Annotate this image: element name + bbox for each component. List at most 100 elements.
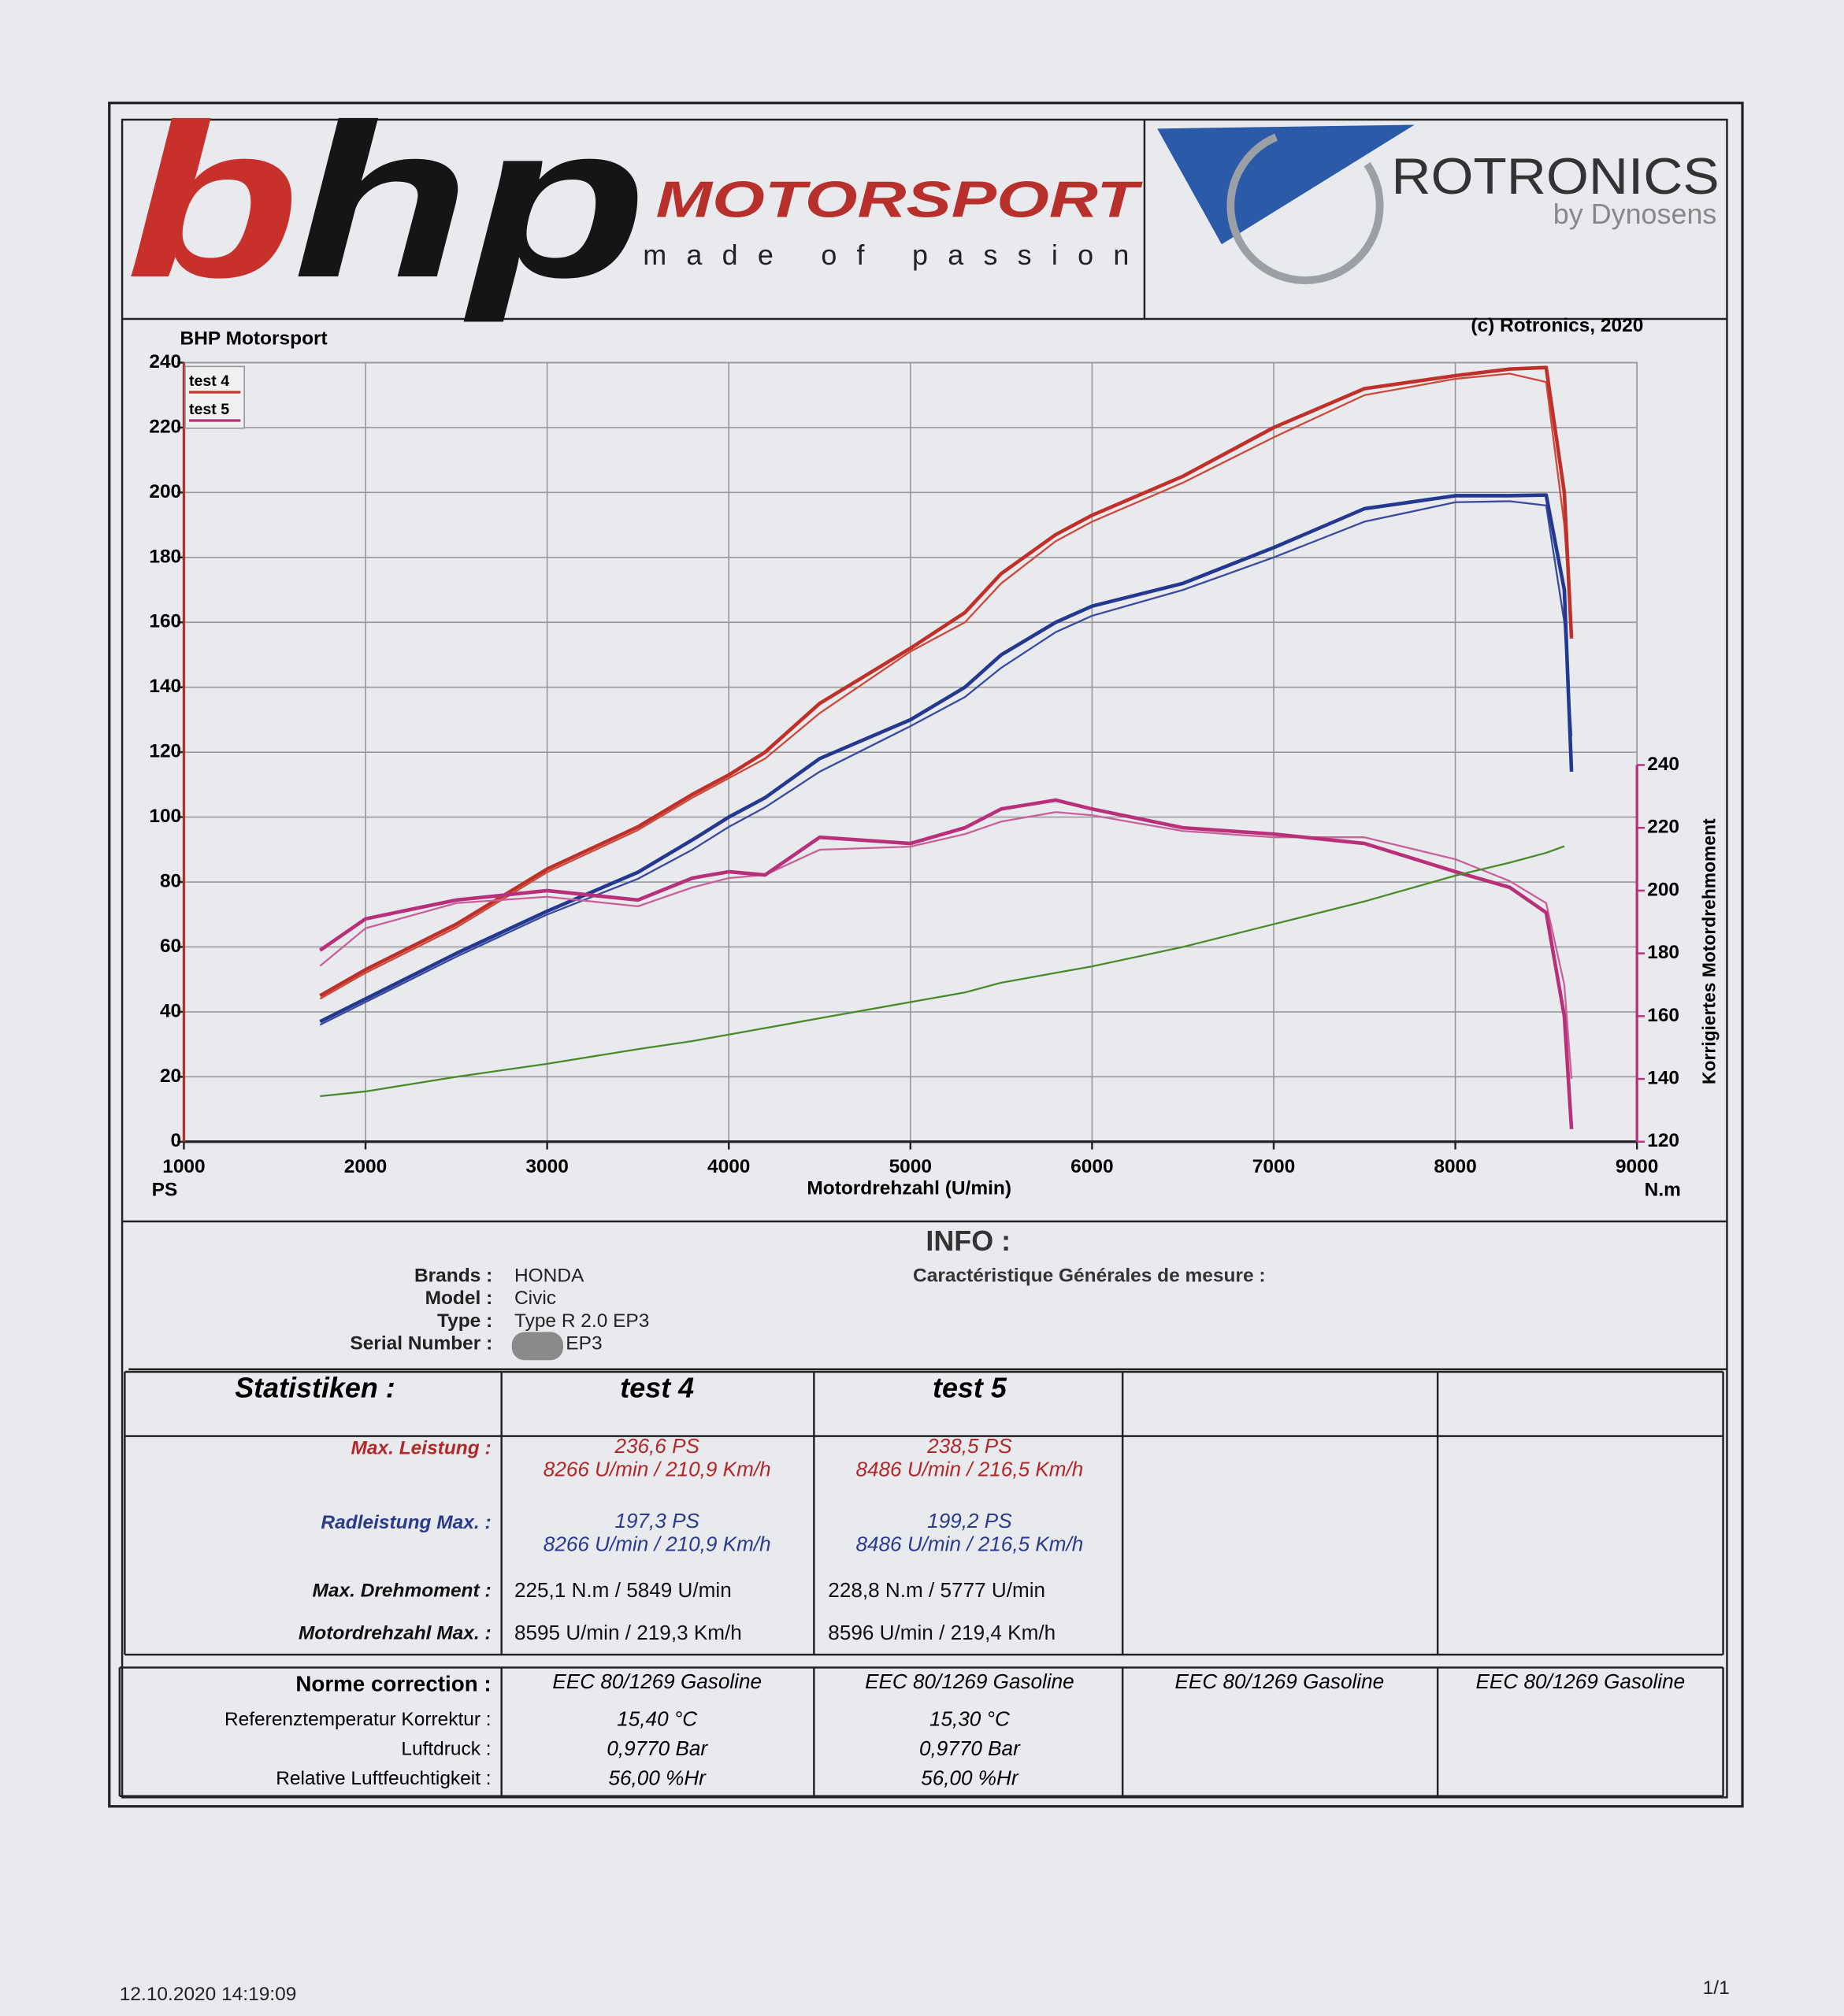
- norm-label: Luftdruck :: [401, 1738, 491, 1759]
- series-line: [319, 493, 1574, 1024]
- x-tick-label: 4000: [707, 1156, 750, 1177]
- norm-label: Norme correction :: [295, 1672, 491, 1696]
- y2-tick-label: 160: [1647, 1005, 1679, 1026]
- norm-value: 15,40 °C: [617, 1707, 697, 1730]
- field-label: Type :: [437, 1310, 492, 1332]
- inner-frame: [121, 118, 1728, 1799]
- chart-title: BHP Motorsport: [180, 328, 328, 350]
- stat-value: 238,5 PS: [926, 1434, 1012, 1458]
- y2-tick-label: 240: [1647, 754, 1679, 775]
- stats-title: Statistiken :: [235, 1371, 395, 1403]
- series-line: [319, 798, 1574, 1129]
- row-label: Max. Leistung :: [351, 1437, 492, 1458]
- y-tick-label: 200: [149, 481, 181, 502]
- legend-label: test 4: [189, 372, 229, 390]
- partner: ROTRONICS: [1391, 147, 1719, 205]
- brand: MOTORSPORT: [656, 170, 1144, 228]
- stat-value: 228,8 N.m / 5777 U/min: [828, 1578, 1045, 1602]
- outer-frame: [108, 102, 1744, 1808]
- field-value: EP3: [566, 1332, 602, 1354]
- norm-value: 0,9770 Bar: [919, 1736, 1021, 1760]
- row-label: Radleistung Max. :: [321, 1512, 491, 1533]
- column-header: test 5: [933, 1371, 1007, 1403]
- y-tick-label: 120: [149, 741, 181, 762]
- stat-value: 8486 U/min / 216,5 Km/h: [855, 1458, 1083, 1481]
- norm-value: 0,9770 Bar: [607, 1736, 708, 1760]
- footer-page: 1/1: [1703, 1977, 1730, 1999]
- stat-value: 8266 U/min / 210,9 Km/h: [544, 1532, 771, 1555]
- x-tick-label: 6000: [1070, 1156, 1113, 1177]
- field-label: Model :: [425, 1288, 493, 1309]
- rotronics-shape: [1157, 124, 1415, 245]
- y2-axis-label: Korrigiertes Motordrehmoment: [1698, 818, 1719, 1084]
- y2-tick-label: 140: [1647, 1068, 1679, 1089]
- x-tick-label: 1000: [162, 1156, 205, 1177]
- column-header: test 4: [620, 1371, 694, 1403]
- y-tick-label: 160: [149, 611, 181, 632]
- x-tick-label: 2000: [344, 1156, 387, 1177]
- field-label: Serial Number :: [350, 1332, 492, 1354]
- y-tick-label: 40: [160, 1000, 181, 1021]
- y-tick-label: 0: [171, 1130, 182, 1151]
- y2-axis-unit: N.m: [1645, 1179, 1681, 1200]
- y-tick-label: 140: [149, 676, 181, 697]
- norm-label: Referenztemperatur Korrektur :: [224, 1709, 492, 1730]
- stat-value: 8596 U/min / 219,4 Km/h: [828, 1621, 1056, 1644]
- stat-value: 197,3 PS: [614, 1509, 699, 1532]
- norm-value: 15,30 °C: [929, 1707, 1010, 1730]
- row-label: Motordrehzahl Max. :: [299, 1622, 492, 1644]
- stat-value: 225,1 N.m / 5849 U/min: [514, 1578, 732, 1602]
- stat-value: 8266 U/min / 210,9 Km/h: [544, 1458, 771, 1481]
- y2-tick-label: 220: [1647, 817, 1679, 838]
- legend-box: [184, 365, 245, 429]
- stat-value: 199,2 PS: [927, 1509, 1012, 1532]
- tables: Statistiken : test 4 test 5 Max. Leistung :…: [118, 1370, 1724, 1797]
- series-line: [319, 372, 1573, 1000]
- field-value: Type R 2.0 EP3: [514, 1310, 649, 1332]
- x-tick-label: 8000: [1434, 1156, 1476, 1177]
- x-tick-label: 5000: [889, 1156, 932, 1177]
- redaction: [511, 1332, 564, 1361]
- stat-value: 8486 U/min / 216,5 Km/h: [855, 1532, 1083, 1555]
- y-tick-label: 80: [160, 870, 181, 891]
- field-value: Civic: [514, 1288, 556, 1309]
- norm-value: 56,00 %Hr: [609, 1766, 707, 1789]
- y-tick-label: 240: [149, 351, 181, 372]
- rotronics-ring: [1226, 127, 1384, 284]
- field-label: Brands :: [414, 1266, 492, 1287]
- field-value: HONDA: [514, 1266, 584, 1287]
- series-line: [319, 811, 1573, 1080]
- stat-value: 8595 U/min / 219,3 Km/h: [514, 1621, 742, 1644]
- norm-value: EEC 80/1269 Gasoline: [865, 1670, 1074, 1693]
- series-line: [320, 845, 1565, 1098]
- x-axis-label: Motordrehzahl (U/min): [807, 1178, 1011, 1199]
- norm-value: EEC 80/1269 Gasoline: [1175, 1670, 1385, 1693]
- stat-value: 236,6 PS: [614, 1434, 699, 1458]
- y-axis-unit: PS: [152, 1179, 178, 1200]
- y-tick-label: 180: [149, 546, 181, 567]
- x-tick-label: 9000: [1616, 1156, 1658, 1177]
- y-tick-label: 20: [160, 1065, 181, 1087]
- info-title: INFO :: [926, 1225, 1011, 1257]
- row-label: Max. Drehmoment :: [313, 1581, 492, 1602]
- logo-b: b: [126, 79, 299, 323]
- y2-tick-label: 180: [1647, 942, 1679, 963]
- x-tick-label: 3000: [525, 1156, 568, 1177]
- y2-tick-label: 200: [1647, 879, 1679, 900]
- chart-annotation: (c) Rotronics, 2020: [1471, 315, 1643, 336]
- info-subtitle: Caractéristique Générales de mesure :: [913, 1266, 1265, 1287]
- y2-tick-label: 120: [1647, 1130, 1679, 1151]
- norm-value: 56,00 %Hr: [921, 1766, 1019, 1789]
- x-tick-label: 7000: [1252, 1156, 1295, 1177]
- norm-label: Relative Luftfeuchtigkeit :: [276, 1768, 491, 1789]
- series-line: [319, 365, 1574, 998]
- info-fields: Brands : HONDA Model : Civic Type : Type R 2.…: [350, 1266, 649, 1354]
- norm-value: EEC 80/1269 Gasoline: [552, 1670, 762, 1693]
- logo-hp: hp: [293, 79, 647, 324]
- y-tick-label: 100: [149, 806, 181, 827]
- footer-date: 12.10.2020 14:19:09: [120, 1984, 297, 2005]
- norm-value: EEC 80/1269 Gasoline: [1476, 1670, 1686, 1693]
